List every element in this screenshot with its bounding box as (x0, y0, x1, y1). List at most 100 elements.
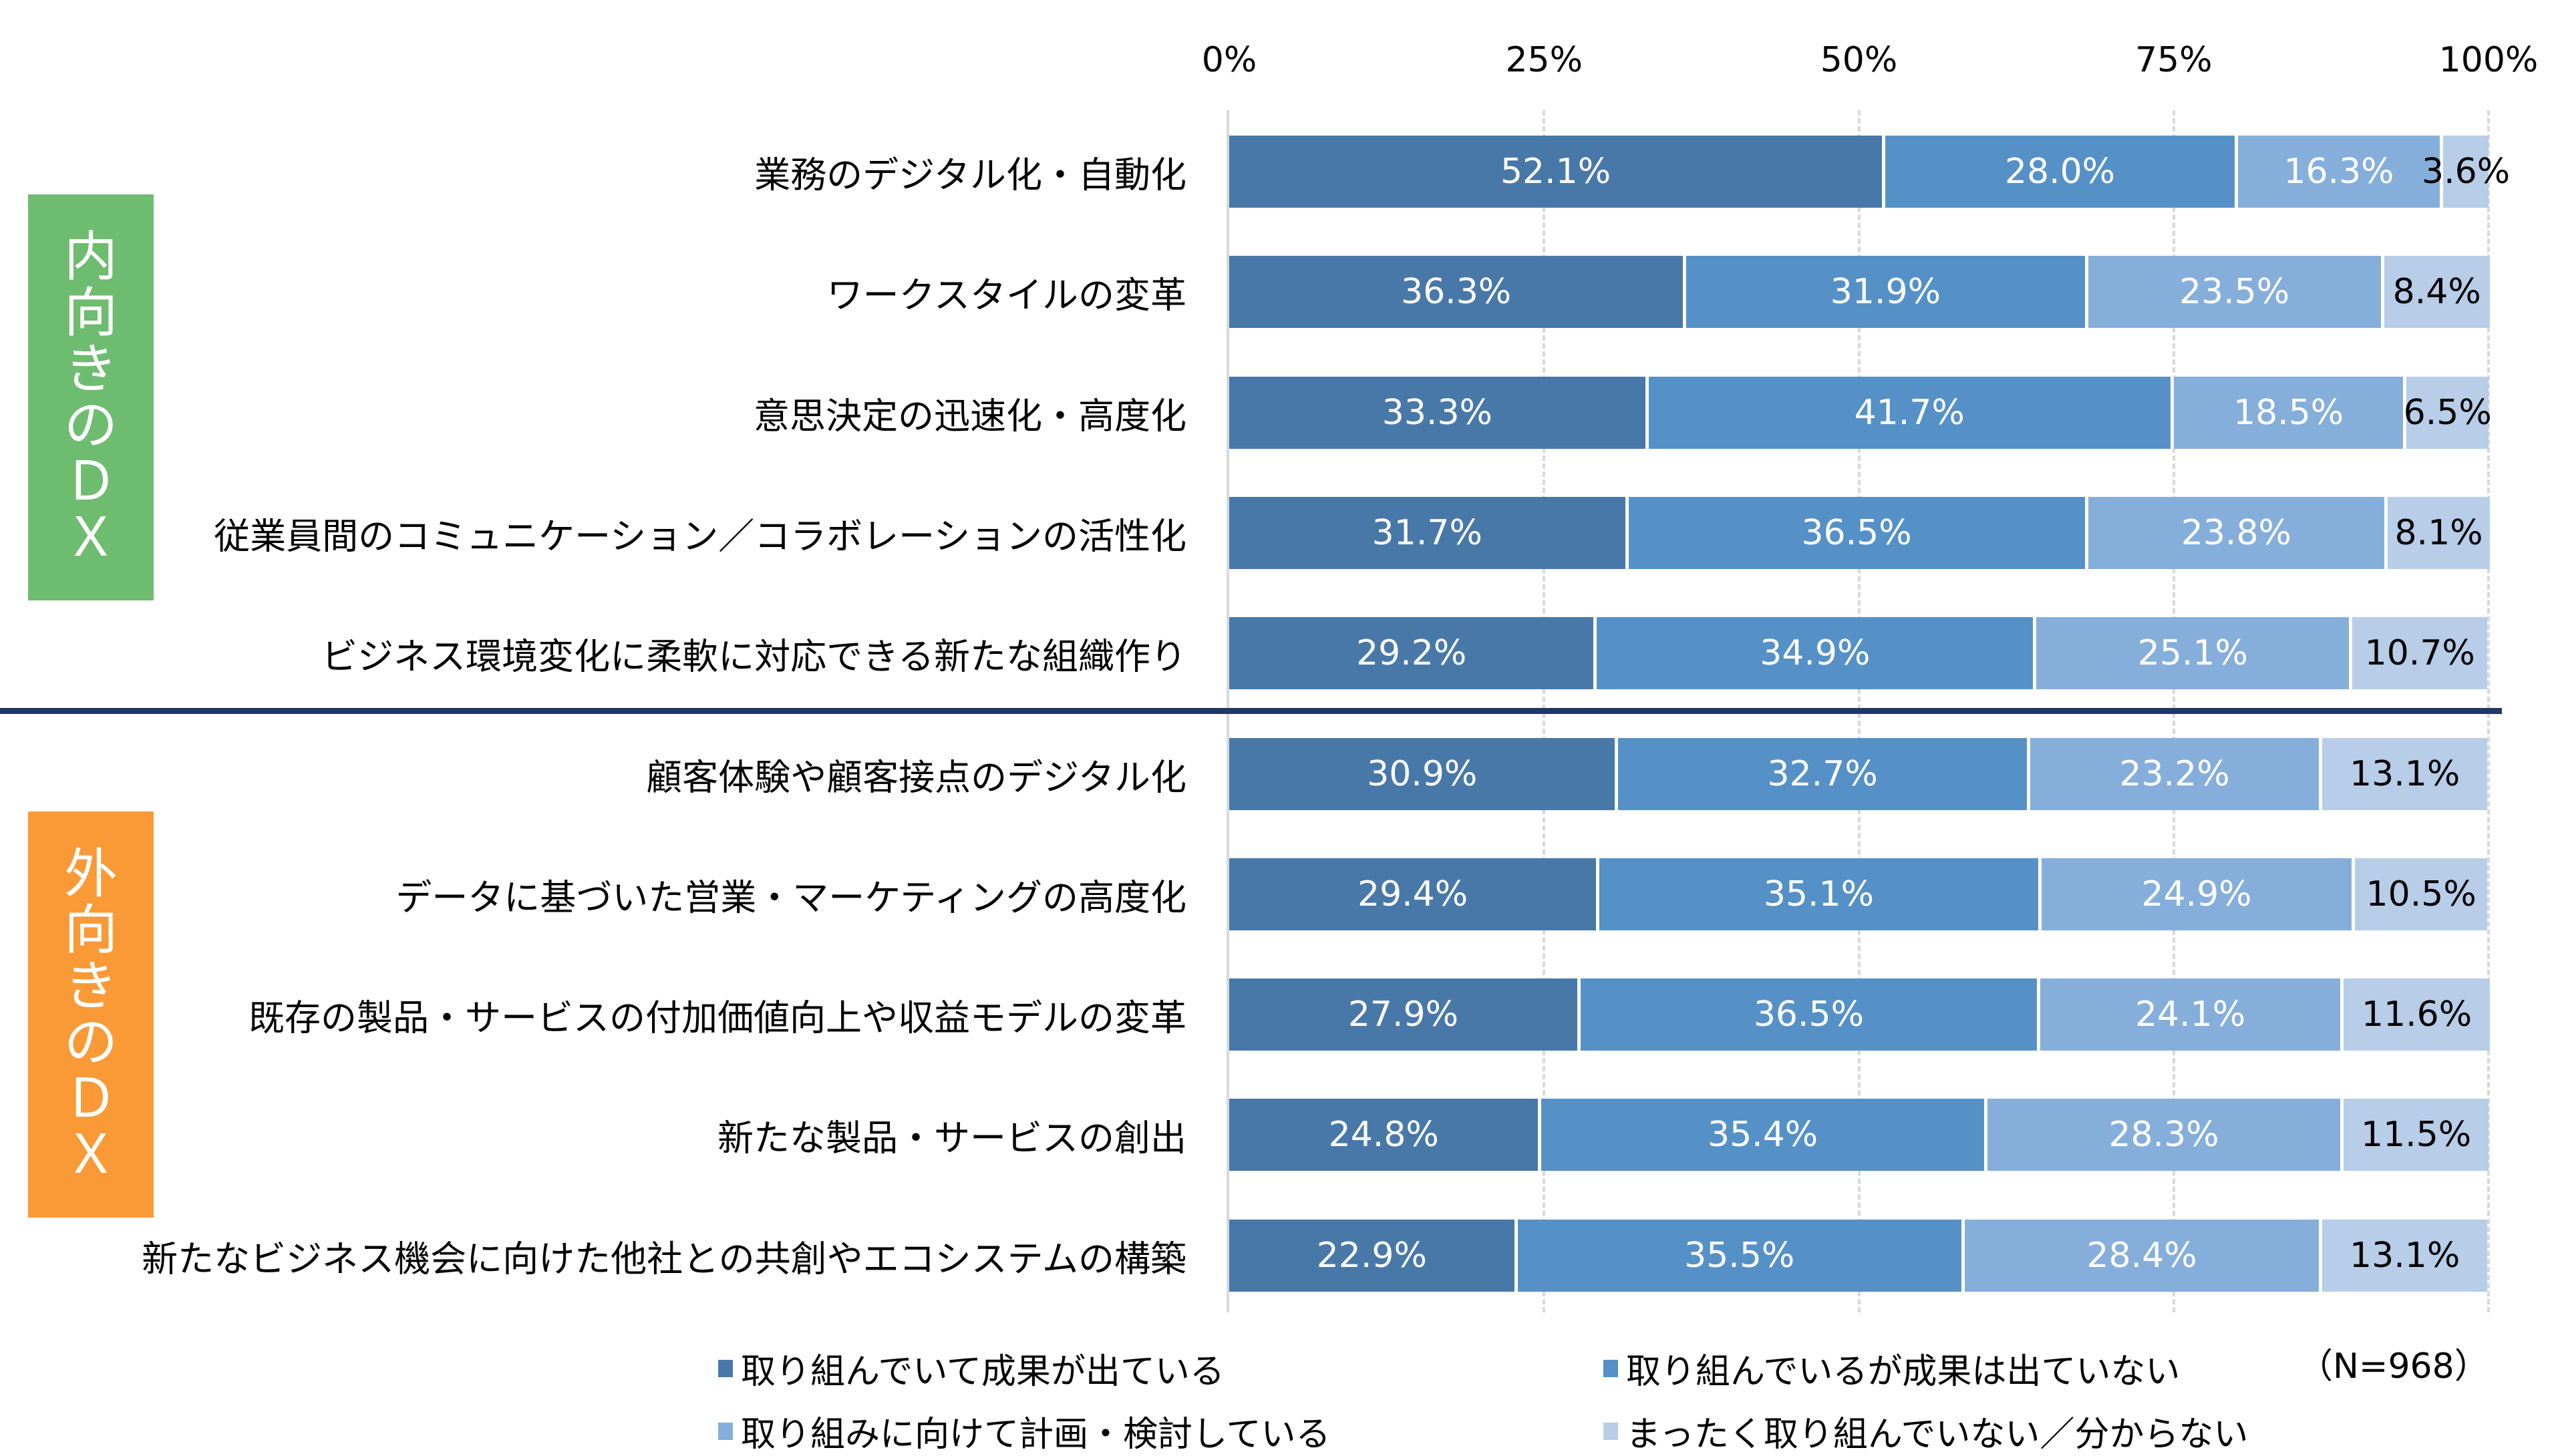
bar-segment: 24.8% (1229, 1099, 1542, 1171)
bar-segment: 8.4% (2384, 256, 2490, 329)
category-label: データに基づいた営業・マーケティングの高度化 (395, 876, 1186, 919)
legend-label: 取り組みに向けて計画・検討している (741, 1415, 1331, 1455)
group-label-char: Ｄ (64, 450, 118, 512)
bar-segment: 16.3% (2237, 136, 2444, 208)
data-label: 11.6% (2361, 994, 2472, 1035)
group-label-char: の (64, 394, 118, 456)
bar-segment: 18.5% (2173, 376, 2407, 449)
data-label: 13.1% (2350, 753, 2460, 794)
data-label: 11.5% (2361, 1115, 2472, 1155)
data-label: 33.3% (1382, 392, 1492, 433)
legend-item[interactable]: 取り組んでいるが成果は出ていない (1603, 1343, 2180, 1393)
data-label: 28.4% (2086, 1235, 2197, 1276)
x-tick-label: 0% (1201, 40, 1257, 80)
bar-segment: 29.2% (1229, 617, 1597, 690)
data-label: 24.8% (1328, 1115, 1439, 1155)
group-label-char: Ｘ (64, 1123, 118, 1186)
group-divider (0, 708, 2502, 714)
bar-segment: 24.9% (2041, 858, 2356, 930)
category-label: 新たなビジネス機会に向けた他社との共創やエコシステムの構築 (142, 1238, 1186, 1280)
legend-swatch (718, 1422, 733, 1440)
category-label: 新たな製品・サービスの創出 (717, 1117, 1186, 1159)
bar-segment: 35.4% (1541, 1099, 1987, 1171)
x-tick-label: 75% (2134, 40, 2213, 80)
legend-swatch (1603, 1422, 1618, 1440)
bar-segment: 27.9% (1229, 978, 1581, 1051)
bar-segment: 23.5% (2088, 256, 2384, 329)
legend-item[interactable]: 取り組んでいて成果が出ている (718, 1343, 1225, 1393)
category-label: ワークスタイルの変革 (826, 274, 1186, 317)
bar-segment: 28.4% (1964, 1219, 2323, 1292)
legend-item[interactable]: まったく取り組んでいない／分からない (1603, 1406, 2248, 1456)
legend-swatch (718, 1359, 733, 1377)
bar-segment: 33.3% (1229, 376, 1649, 449)
bar-segment: 35.1% (1599, 858, 2042, 930)
bar-segment: 13.1% (2322, 737, 2488, 810)
bar-segment: 34.9% (1597, 617, 2037, 690)
data-label: 35.4% (1708, 1115, 1818, 1155)
x-tick-label: 25% (1505, 40, 1583, 80)
bar-segment: 28.3% (1987, 1099, 2344, 1171)
bar-segment: 23.2% (2030, 737, 2323, 810)
group-label-char: き (64, 338, 118, 400)
data-label: 35.5% (1684, 1235, 1795, 1276)
category-label: 顧客体験や顧客接点のデジタル化 (646, 756, 1186, 798)
data-label: 35.1% (1763, 874, 1875, 914)
data-label: 36.5% (1753, 994, 1865, 1035)
data-label: 6.5% (2403, 392, 2492, 433)
data-label: 52.1% (1500, 152, 1611, 192)
legend-label: 取り組んでいて成果が出ている (741, 1352, 1225, 1392)
data-label: 10.7% (2364, 633, 2475, 674)
category-label: ビジネス環境変化に柔軟に対応できる新たな組織作り (321, 635, 1186, 678)
data-label: 31.7% (1372, 512, 1482, 553)
legend-item[interactable]: 取り組みに向けて計画・検討している (718, 1406, 1330, 1456)
category-label: 従業員間のコミュニケーション／コラボレーションの活性化 (214, 515, 1186, 558)
data-label: 24.9% (2141, 874, 2252, 914)
data-label: 18.5% (2233, 392, 2344, 433)
group-label-char: Ｄ (64, 1067, 118, 1129)
data-label: 10.5% (2366, 874, 2476, 914)
data-label: 31.9% (1830, 272, 1941, 313)
group-label-char: Ｘ (64, 506, 118, 568)
x-tick-label: 50% (1820, 40, 1898, 80)
bar-segment: 11.6% (2344, 978, 2490, 1051)
bar-segment: 6.5% (2403, 376, 2492, 449)
bar-segment: 36.5% (1580, 978, 2040, 1051)
legend-swatch (1603, 1359, 1618, 1377)
category-label: 業務のデジタル化・自動化 (754, 154, 1186, 196)
group-label-char: 内 (64, 226, 118, 288)
category-label: 既存の製品・サービスの付加価値向上や収益モデルの変革 (249, 996, 1186, 1039)
bar-segment: 32.7% (1618, 737, 2030, 810)
data-label: 23.5% (2179, 272, 2290, 313)
data-label: 36.3% (1401, 272, 1512, 313)
bar-segment: 22.9% (1229, 1219, 1518, 1292)
bar-segment: 25.1% (2036, 617, 2353, 690)
data-label: 8.4% (2392, 272, 2481, 313)
bar-segment: 30.9% (1229, 737, 1619, 810)
bar-segment: 29.4% (1229, 858, 1600, 930)
legend-label: 取り組んでいるが成果は出ていない (1626, 1352, 2181, 1392)
x-tick-label: 100% (2438, 40, 2539, 80)
data-label: 29.2% (1356, 633, 1467, 674)
data-label: 32.7% (1767, 753, 1878, 794)
data-label: 28.0% (2004, 152, 2116, 192)
bar-segment: 31.7% (1229, 496, 1629, 569)
bar-segment: 35.5% (1517, 1219, 1965, 1292)
bar-segment: 3.6% (2422, 136, 2510, 208)
data-label: 13.1% (2350, 1235, 2460, 1276)
bar-segment: 8.1% (2388, 496, 2490, 569)
data-label: 23.2% (2119, 753, 2230, 794)
data-label: 34.9% (1760, 633, 1871, 674)
bar-segment: 52.1% (1229, 136, 1886, 208)
bar-segment: 24.1% (2040, 978, 2344, 1051)
data-label: 3.6% (2422, 152, 2511, 192)
data-label: 8.1% (2394, 512, 2483, 553)
bar-segment: 11.5% (2344, 1099, 2489, 1171)
data-label: 28.3% (2108, 1115, 2219, 1155)
data-label: 30.9% (1367, 753, 1478, 794)
bar-segment: 13.1% (2322, 1219, 2488, 1292)
bar-segment: 23.8% (2088, 496, 2388, 569)
data-label: 25.1% (2137, 633, 2248, 674)
